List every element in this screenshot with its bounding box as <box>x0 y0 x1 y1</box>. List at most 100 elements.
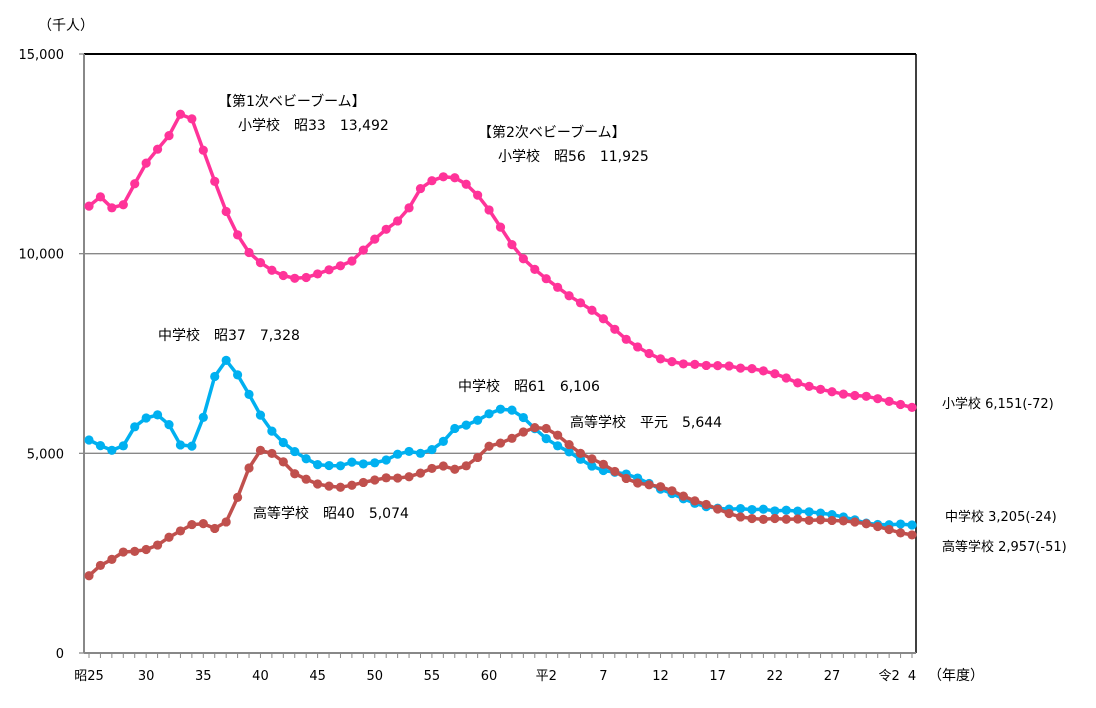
data-point-junior <box>210 371 220 382</box>
data-point-high <box>164 532 174 542</box>
series-group <box>84 109 917 581</box>
series-high <box>84 423 917 581</box>
data-point-high <box>827 515 837 526</box>
data-point-high <box>907 530 917 540</box>
y-tick-label: 10,000 <box>19 248 65 263</box>
x-tick-label: 12 <box>652 669 669 684</box>
data-point-elementary <box>381 224 391 234</box>
x-tick-label: 17 <box>709 669 726 684</box>
data-point-elementary <box>610 324 620 334</box>
data-point-high <box>473 452 483 463</box>
data-point-junior <box>130 422 140 432</box>
data-point-elementary <box>907 402 917 412</box>
data-point-elementary <box>335 261 346 271</box>
data-point-high <box>84 571 94 581</box>
data-point-junior <box>564 447 574 457</box>
data-point-high <box>427 463 437 474</box>
series-junior <box>84 355 917 530</box>
data-point-elementary <box>187 114 197 124</box>
x-tick-label: 昭25 <box>74 669 104 684</box>
data-point-junior <box>427 444 437 455</box>
data-point-high <box>187 519 197 530</box>
data-point-junior <box>438 436 448 446</box>
data-point-high <box>895 528 906 538</box>
data-point-high <box>518 427 528 437</box>
annotation-boom2-title: 【第2次ベビーブーム】 <box>478 124 626 141</box>
data-point-high <box>141 544 151 555</box>
data-point-junior <box>187 441 197 451</box>
data-point-elementary <box>621 334 631 344</box>
y-tick-label: 15,000 <box>19 48 65 63</box>
grid-lines <box>84 253 916 454</box>
end-label-high: 高等学校 2,957(-51) <box>942 539 1067 555</box>
data-point-high <box>393 473 403 483</box>
data-point-high <box>313 479 323 489</box>
data-point-junior <box>541 433 551 444</box>
y-tick-label: 5,000 <box>27 447 64 462</box>
data-point-elementary <box>107 203 117 213</box>
data-point-high <box>507 433 517 443</box>
data-point-junior <box>107 445 117 455</box>
data-point-elementary <box>598 314 608 324</box>
data-point-elementary <box>461 179 471 189</box>
data-point-junior <box>758 504 769 514</box>
data-point-junior <box>313 460 323 470</box>
x-tick-label: 22 <box>767 669 784 684</box>
data-point-junior <box>381 455 391 465</box>
data-point-elementary <box>141 158 151 168</box>
data-point-elementary <box>861 391 871 401</box>
data-point-high <box>770 513 780 524</box>
data-point-junior <box>507 405 517 415</box>
x-tick-label: 55 <box>424 669 441 684</box>
data-point-elementary <box>530 264 540 274</box>
data-point-junior <box>118 441 128 451</box>
x-tick-label: 40 <box>252 669 269 684</box>
data-point-high <box>347 480 357 490</box>
data-point-high <box>95 560 106 571</box>
data-point-high <box>324 481 334 491</box>
data-point-high <box>541 423 551 434</box>
data-point-elementary <box>884 396 894 406</box>
x-tick-label: 4 <box>908 669 916 684</box>
end-label-elementary: 小学校 6,151(-72) <box>942 396 1054 412</box>
x-tick-label: 7 <box>599 669 607 684</box>
data-point-junior <box>747 504 757 515</box>
data-point-elementary <box>781 373 791 383</box>
data-point-elementary <box>255 258 266 268</box>
data-point-elementary <box>815 384 826 395</box>
data-point-elementary <box>518 254 528 264</box>
data-point-high <box>210 523 220 534</box>
data-point-high <box>370 475 380 485</box>
data-point-junior <box>461 420 471 430</box>
data-point-junior <box>793 506 803 516</box>
y-tick-label: 0 <box>56 647 64 662</box>
data-point-junior <box>221 355 231 365</box>
data-point-junior <box>735 504 746 514</box>
data-point-elementary <box>701 360 711 371</box>
data-point-elementary <box>210 176 220 186</box>
data-point-elementary <box>118 200 128 210</box>
data-point-elementary <box>541 274 551 284</box>
data-point-high <box>678 491 688 501</box>
data-point-high <box>861 519 871 529</box>
annotation-high-peak2: 高等学校 平元 5,644 <box>570 414 722 431</box>
data-point-junior <box>290 446 300 457</box>
data-point-high <box>301 474 311 484</box>
data-point-high <box>610 466 620 477</box>
data-point-high <box>404 472 414 482</box>
data-point-junior <box>278 437 288 448</box>
annotation-high-peak1: 高等学校 昭40 5,074 <box>253 505 409 522</box>
x-tick-label: 50 <box>366 669 383 684</box>
data-point-high <box>804 515 814 526</box>
data-point-junior <box>84 435 94 445</box>
x-tick-label: 27 <box>824 669 841 684</box>
data-point-junior <box>781 505 791 515</box>
data-point-junior <box>815 508 826 518</box>
data-point-high <box>495 438 506 448</box>
data-point-elementary <box>198 145 208 155</box>
data-point-elementary <box>95 192 106 202</box>
data-point-high <box>278 457 288 467</box>
data-point-high <box>621 473 631 484</box>
data-point-elementary <box>164 131 174 141</box>
annotation-junior-peak2: 中学校 昭61 6,106 <box>458 378 600 395</box>
